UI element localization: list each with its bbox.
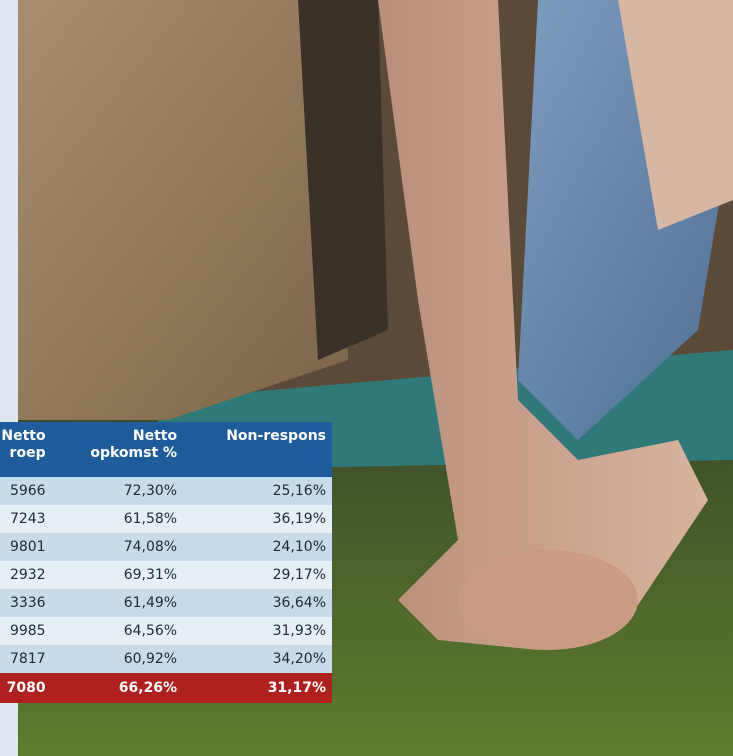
table-cell: 36,19%: [183, 505, 332, 533]
table-cell: 69,31%: [52, 561, 183, 589]
table-cell: 5966: [0, 477, 52, 505]
table-cell: 72,30%: [52, 477, 183, 505]
table-cell: 74,08%: [52, 533, 183, 561]
table-cell: 7080: [0, 673, 52, 703]
table-cell: 25,16%: [183, 477, 332, 505]
header-cell: Non-respons: [183, 422, 332, 477]
table-cell: 31,93%: [183, 617, 332, 645]
table-cell: 7243: [0, 505, 52, 533]
table-cell: 60,92%: [52, 645, 183, 673]
table-cell: 7817: [0, 645, 52, 673]
table-cell: 64,56%: [52, 617, 183, 645]
table-cell: 3336: [0, 589, 52, 617]
table-cell: 36,64%: [183, 589, 332, 617]
table-cell: 29,17%: [183, 561, 332, 589]
table-cell: 66,26%: [52, 673, 183, 703]
table-cell: 24,10%: [183, 533, 332, 561]
table-cell: 9801: [0, 533, 52, 561]
table-cell: 61,49%: [52, 589, 183, 617]
table-cell: 2932: [0, 561, 52, 589]
page: Nettoroep Nettoopkomst % Non-respons 596…: [0, 0, 733, 756]
table-cell: 9985: [0, 617, 52, 645]
table-cell: 31,17%: [183, 673, 332, 703]
table-cell: 34,20%: [183, 645, 332, 673]
table-cell: 61,58%: [52, 505, 183, 533]
